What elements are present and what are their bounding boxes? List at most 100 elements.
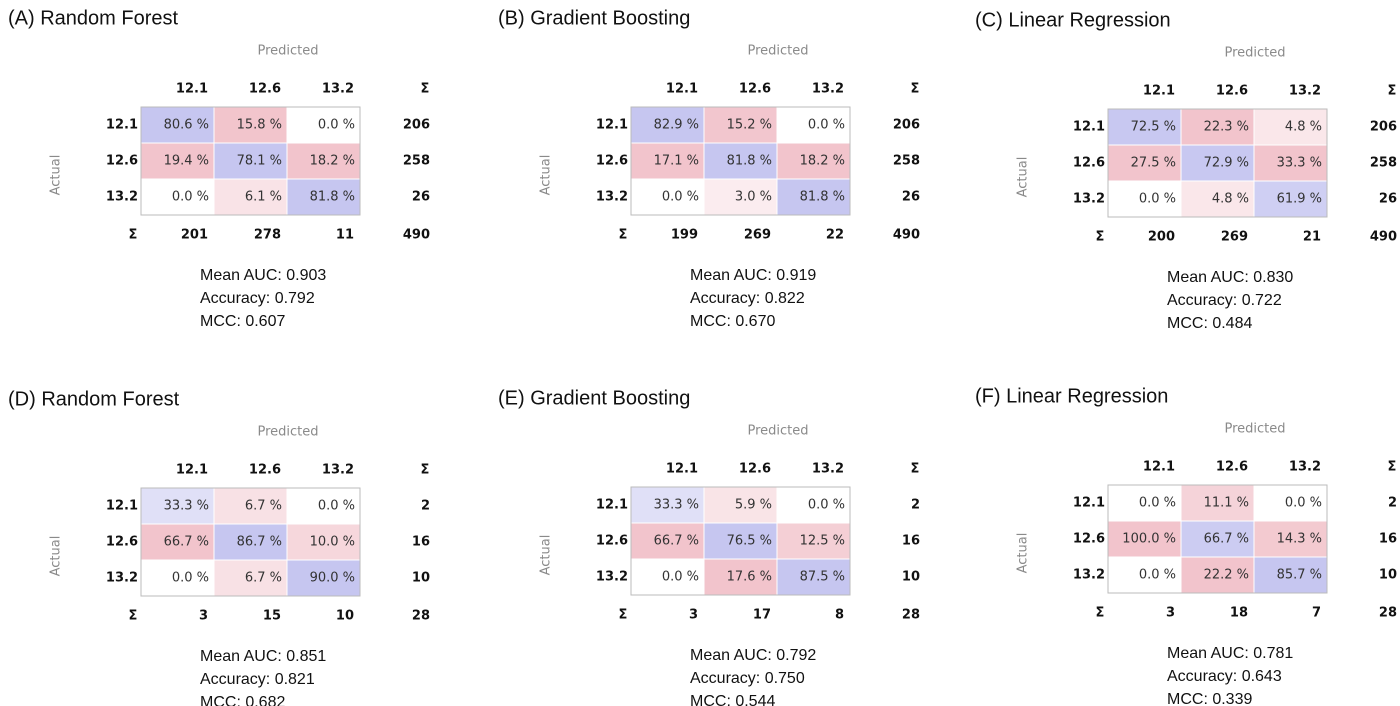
metric: Mean AUC: 0.903 — [200, 267, 326, 284]
cell-value: 33.3 % — [654, 498, 699, 513]
matrix-cell — [140, 559, 215, 597]
metric: Accuracy: 0.821 — [200, 671, 315, 688]
grand-total: 490 — [1370, 230, 1397, 245]
column-header: 12.1 — [176, 463, 208, 478]
cell-value: 85.7 % — [1277, 568, 1322, 583]
cell-value: 66.7 % — [654, 534, 699, 549]
grand-total: 490 — [893, 228, 920, 243]
cell-value: 22.3 % — [1204, 120, 1249, 135]
cell-value: 72.5 % — [1131, 120, 1176, 135]
row-total: 206 — [893, 118, 920, 133]
actual-label: Actual — [539, 535, 554, 576]
cell-value: 0.0 % — [1139, 568, 1176, 583]
panel-title: (A) Random Forest — [8, 7, 178, 29]
column-total: 278 — [254, 228, 281, 243]
cell-value: 72.9 % — [1204, 156, 1249, 171]
panel-title: (B) Gradient Boosting — [498, 7, 690, 29]
row-total: 2 — [911, 498, 920, 513]
cell-value: 3.0 % — [735, 190, 772, 205]
column-total: 199 — [671, 228, 698, 243]
matrix-cell — [703, 178, 778, 216]
row-total: 2 — [1388, 496, 1397, 511]
cell-value: 11.1 % — [1204, 496, 1249, 511]
column-header: 12.6 — [249, 463, 281, 478]
column-header: 13.2 — [812, 462, 844, 477]
actual-label: Actual — [49, 536, 64, 577]
metric: Accuracy: 0.722 — [1167, 292, 1282, 309]
metric: Accuracy: 0.792 — [200, 290, 315, 307]
cell-value: 0.0 % — [1139, 496, 1176, 511]
metric: Accuracy: 0.822 — [690, 290, 805, 307]
predicted-label: Predicted — [1224, 422, 1285, 437]
row-header: 12.1 — [1073, 496, 1105, 511]
cell-value: 19.4 % — [164, 154, 209, 169]
row-total: 258 — [1370, 156, 1397, 171]
cell-value: 76.5 % — [727, 534, 772, 549]
column-header: 12.6 — [739, 462, 771, 477]
matrix-cell — [703, 142, 778, 180]
row-header: 12.6 — [596, 154, 628, 169]
matrix-cell — [703, 106, 778, 144]
cell-value: 82.9 % — [654, 118, 699, 133]
cell-value: 81.8 % — [727, 154, 772, 169]
cell-value: 14.3 % — [1277, 532, 1322, 547]
metric: MCC: 0.607 — [200, 313, 285, 330]
actual-label: Actual — [1016, 157, 1031, 198]
row-total: 26 — [412, 190, 430, 205]
cell-value: 33.3 % — [164, 499, 209, 514]
metric: Accuracy: 0.750 — [690, 670, 805, 687]
matrix-cell — [1180, 520, 1255, 558]
cell-value: 86.7 % — [237, 535, 282, 550]
column-total: 3 — [689, 608, 698, 623]
row-total: 10 — [412, 571, 430, 586]
column-total: 18 — [1230, 606, 1248, 621]
row-total: 26 — [902, 190, 920, 205]
matrix-cell — [776, 106, 851, 144]
row-total: 258 — [893, 154, 920, 169]
cell-value: 0.0 % — [662, 190, 699, 205]
grand-total: 28 — [1379, 606, 1397, 621]
matrix-cell — [213, 559, 288, 597]
row-total: 10 — [902, 570, 920, 585]
grand-total: 28 — [902, 608, 920, 623]
matrix-border — [630, 486, 851, 596]
column-total: 21 — [1303, 230, 1321, 245]
cell-value: 90.0 % — [310, 571, 355, 586]
cell-value: 80.6 % — [164, 118, 209, 133]
row-total: 2 — [421, 499, 430, 514]
row-total: 26 — [1379, 192, 1397, 207]
actual-label: Actual — [49, 155, 64, 196]
sum-symbol: Σ — [1096, 230, 1105, 245]
cell-value: 0.0 % — [318, 118, 355, 133]
metric: MCC: 0.484 — [1167, 315, 1252, 332]
cell-value: 10.0 % — [310, 535, 355, 550]
cell-value: 15.8 % — [237, 118, 282, 133]
row-header: 12.6 — [596, 534, 628, 549]
matrix-cell — [140, 106, 215, 144]
cell-value: 66.7 % — [164, 535, 209, 550]
cell-value: 0.0 % — [318, 499, 355, 514]
row-header: 13.2 — [106, 571, 138, 586]
column-total: 3 — [199, 609, 208, 624]
matrix-cell — [776, 178, 851, 216]
column-header: 13.2 — [322, 82, 354, 97]
column-header: 12.1 — [1143, 460, 1175, 475]
column-header: 13.2 — [322, 463, 354, 478]
cell-value: 15.2 % — [727, 118, 772, 133]
metric: Mean AUC: 0.830 — [1167, 269, 1293, 286]
column-header: 12.1 — [666, 82, 698, 97]
actual-label: Actual — [1016, 533, 1031, 574]
column-header: 13.2 — [1289, 460, 1321, 475]
row-total: 16 — [902, 534, 920, 549]
cell-value: 66.7 % — [1204, 532, 1249, 547]
metric: Mean AUC: 0.781 — [1167, 645, 1293, 662]
row-header: 13.2 — [596, 570, 628, 585]
column-total: 269 — [744, 228, 771, 243]
cell-value: 4.8 % — [1212, 192, 1249, 207]
panel-title: (E) Gradient Boosting — [498, 387, 690, 409]
cell-value: 87.5 % — [800, 570, 845, 585]
row-total: 16 — [412, 535, 430, 550]
row-header: 12.1 — [106, 499, 138, 514]
cell-value: 0.0 % — [1139, 192, 1176, 207]
